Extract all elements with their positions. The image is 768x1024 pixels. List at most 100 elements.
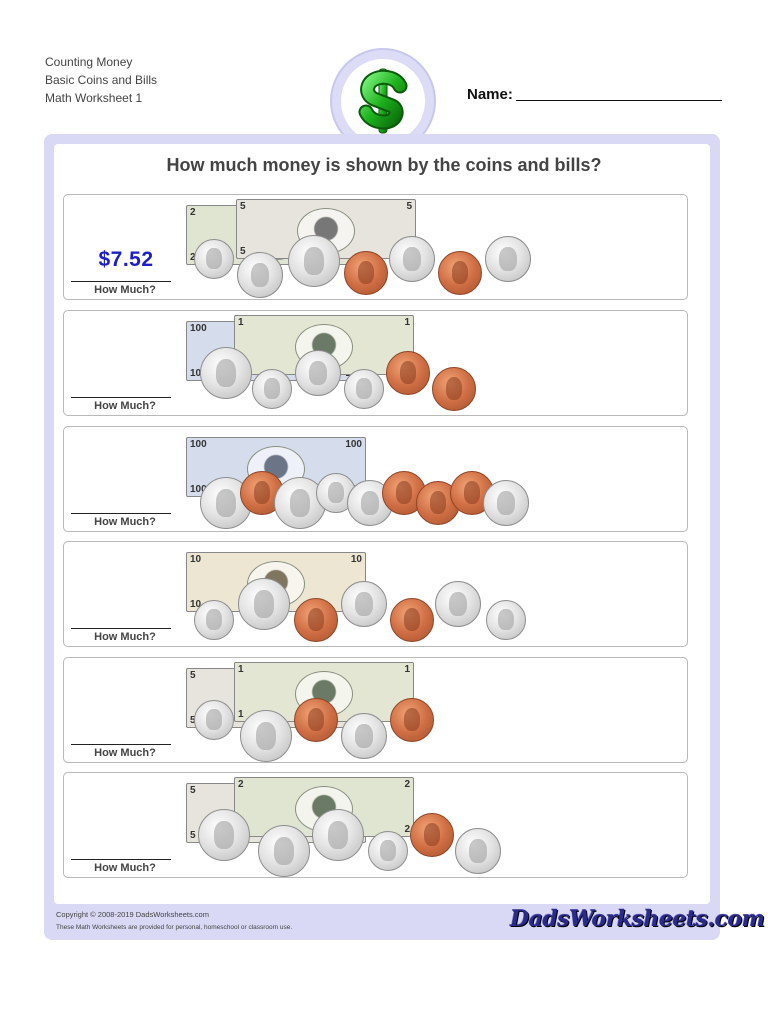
answer-line[interactable]: [71, 513, 171, 514]
coin-portrait: [256, 722, 276, 750]
bill-denomination: 1: [238, 664, 244, 675]
coin-portrait: [429, 491, 447, 515]
quarter-coin: [312, 809, 364, 861]
how-much-label: How Much?: [94, 516, 156, 528]
penny-coin: [390, 698, 434, 742]
bill-denomination: 5: [190, 715, 196, 726]
bill-denomination: 2: [190, 207, 196, 218]
bill-denomination: 2: [238, 779, 244, 790]
problem-card: How Much?100100100100: [63, 426, 688, 532]
nickel-coin: [455, 828, 501, 874]
coin-portrait: [380, 840, 396, 862]
worksheet-title: How much money is shown by the coins and…: [166, 155, 602, 175]
coin-portrait: [423, 823, 441, 847]
coin-portrait: [251, 262, 269, 287]
coin-portrait: [216, 489, 236, 517]
nickel-coin: [485, 236, 531, 282]
nickel-coin: [341, 713, 387, 759]
nickel-coin: [389, 236, 435, 282]
coin-portrait: [254, 590, 274, 618]
dime-coin: [194, 700, 234, 740]
coin-portrait: [206, 248, 222, 270]
coin-portrait: [274, 837, 294, 865]
coin-portrait: [499, 246, 517, 271]
coin-portrait: [355, 591, 373, 616]
bill-denomination: 5: [240, 201, 246, 212]
problem-card: How Much?1001001001001111: [63, 310, 688, 416]
penny-coin: [450, 471, 494, 515]
answer-line[interactable]: [71, 628, 171, 629]
coin-portrait: [463, 481, 481, 505]
bill-denomination: 5: [190, 670, 196, 681]
coin-portrait: [328, 482, 344, 504]
coin-portrait: [403, 708, 421, 732]
coin-portrait: [307, 708, 325, 732]
how-much-label: How Much?: [94, 284, 156, 296]
coin-portrait: [290, 489, 310, 517]
coin-portrait: [403, 608, 421, 632]
problem-card: How Much?55551111: [63, 657, 688, 763]
answer-value[interactable]: $7.52: [98, 248, 154, 271]
bill-denomination: 100: [190, 368, 207, 379]
answer-line[interactable]: [71, 744, 171, 745]
coin-portrait: [216, 359, 236, 387]
penny-coin: [386, 351, 430, 395]
worksheet-topic: Counting Money: [45, 55, 133, 69]
bill-denomination: 10: [190, 554, 202, 565]
how-much-label: How Much?: [94, 862, 156, 874]
coin-portrait: [469, 838, 487, 863]
coin-portrait: [451, 261, 469, 285]
coin-portrait: [449, 591, 467, 616]
coin-portrait: [264, 378, 280, 400]
footer-copyright: Copyright © 2008-2019 DadsWorksheets.com: [56, 910, 209, 919]
name-field[interactable]: [516, 100, 722, 101]
bill-denomination: 5: [190, 830, 196, 841]
worksheet-number: Math Worksheet 1: [45, 91, 143, 105]
coin-portrait: [206, 709, 222, 731]
coin-portrait: [307, 608, 325, 632]
bill-denomination: 10: [190, 599, 202, 610]
dime-coin: [486, 600, 526, 640]
bill-denomination: 5: [240, 246, 246, 257]
coin-portrait: [445, 377, 463, 401]
bill-denomination: 100: [190, 323, 207, 334]
how-much-label: How Much?: [94, 631, 156, 643]
answer-line[interactable]: [71, 397, 171, 398]
coin-portrait: [253, 481, 271, 505]
dime-coin: [194, 239, 234, 279]
coin-portrait: [361, 490, 379, 515]
nickel-coin: [483, 480, 529, 526]
dollar-sign-icon: [358, 68, 408, 134]
coin-portrait: [206, 609, 222, 631]
answer-line[interactable]: [71, 281, 171, 282]
quarter-coin: [200, 347, 252, 399]
answer-line[interactable]: [71, 859, 171, 860]
coin-portrait: [403, 246, 421, 271]
bill-denomination: 100: [190, 439, 207, 450]
penny-coin: [294, 598, 338, 642]
dime-coin: [194, 600, 234, 640]
quarter-coin: [198, 809, 250, 861]
coin-portrait: [356, 378, 372, 400]
penny-coin: [432, 367, 476, 411]
quarter-coin: [274, 477, 326, 529]
bill-denomination: 100: [190, 484, 207, 495]
coin-portrait: [395, 481, 413, 505]
nickel-coin: [237, 252, 283, 298]
problem-card: How Much?55552222: [63, 772, 688, 878]
bill-denomination: 2: [404, 779, 410, 790]
bill-denomination: 1: [404, 664, 410, 675]
bill-denomination: 1: [238, 709, 244, 720]
brand-logo: DadsWorksheets.com: [510, 906, 765, 932]
coin-portrait: [497, 490, 515, 515]
penny-coin: [410, 813, 454, 857]
problem-card: How Much?10101010: [63, 541, 688, 647]
how-much-label: How Much?: [94, 400, 156, 412]
quarter-coin: [258, 825, 310, 877]
quarter-coin: [238, 578, 290, 630]
bill-denomination: 10: [350, 554, 362, 565]
bill-denomination: 1: [404, 317, 410, 328]
bill-denomination: 2: [190, 252, 196, 263]
dime-coin: [344, 369, 384, 409]
